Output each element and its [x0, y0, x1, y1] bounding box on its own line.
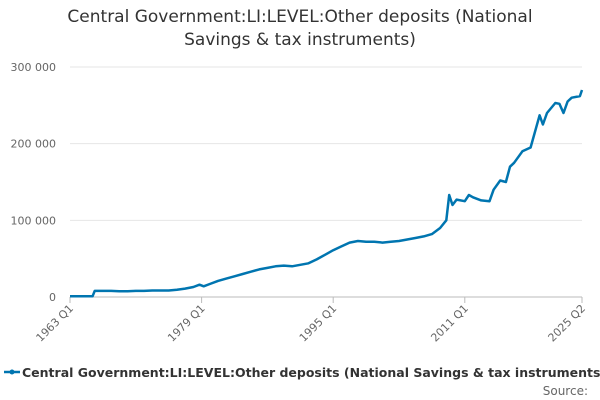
- legend-marker: [9, 369, 15, 375]
- y-tick-label: 100 000: [11, 214, 57, 227]
- y-tick-label: 300 000: [11, 61, 57, 74]
- chart-title: Central Government:LI:LEVEL:Other deposi…: [67, 7, 533, 50]
- x-tick-label: 1963 Q1: [34, 302, 77, 345]
- source: Source:: [543, 384, 588, 398]
- x-tick-label: 2025 Q2: [546, 302, 589, 345]
- x-tick-label: 1995 Q1: [297, 302, 340, 345]
- y-tick-label: 0: [49, 291, 56, 304]
- x-tick-label: 2011 Q1: [428, 302, 471, 345]
- legend-label: Central Government:LI:LEVEL:Other deposi…: [22, 365, 600, 380]
- series-line: [70, 89, 584, 298]
- y-tick-label: 200 000: [11, 138, 57, 151]
- x-tick-label: 1979 Q1: [165, 302, 208, 345]
